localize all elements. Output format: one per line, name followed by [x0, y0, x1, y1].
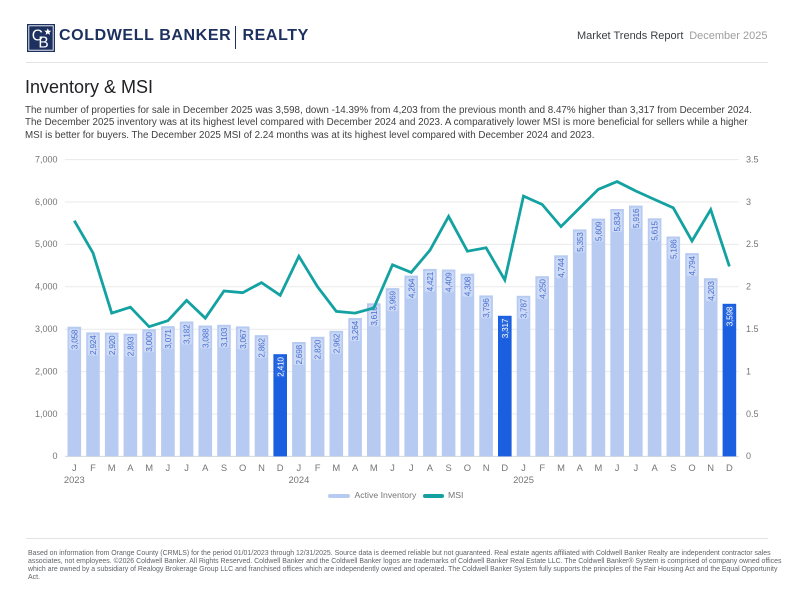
- svg-text:J: J: [390, 462, 395, 473]
- svg-text:3,103: 3,103: [220, 327, 229, 347]
- svg-text:2,924: 2,924: [89, 335, 98, 355]
- svg-text:3,067: 3,067: [239, 329, 248, 349]
- svg-text:3,088: 3,088: [201, 328, 210, 348]
- svg-text:A: A: [352, 462, 359, 473]
- svg-text:2,920: 2,920: [108, 335, 117, 355]
- svg-text:3,598: 3,598: [726, 306, 735, 326]
- svg-text:M: M: [145, 462, 153, 473]
- svg-text:J: J: [297, 462, 302, 473]
- svg-text:N: N: [707, 462, 714, 473]
- svg-text:A: A: [427, 462, 434, 473]
- svg-text:3,182: 3,182: [183, 324, 192, 344]
- svg-text:3,000: 3,000: [35, 324, 58, 334]
- svg-text:J: J: [521, 462, 526, 473]
- svg-text:J: J: [184, 462, 189, 473]
- svg-text:J: J: [409, 462, 414, 473]
- svg-text:4,000: 4,000: [35, 282, 58, 292]
- svg-text:M: M: [370, 462, 378, 473]
- svg-text:5,916: 5,916: [632, 208, 641, 228]
- svg-text:S: S: [221, 462, 227, 473]
- svg-text:2,000: 2,000: [35, 366, 58, 376]
- svg-text:J: J: [615, 462, 620, 473]
- svg-text:M: M: [108, 462, 116, 473]
- svg-text:J: J: [166, 462, 171, 473]
- svg-text:F: F: [90, 462, 96, 473]
- svg-text:3,317: 3,317: [501, 318, 510, 338]
- svg-text:2023: 2023: [64, 474, 85, 485]
- svg-text:F: F: [315, 462, 321, 473]
- svg-text:5,000: 5,000: [35, 239, 58, 249]
- svg-text:4,308: 4,308: [464, 276, 473, 296]
- svg-text:2025: 2025: [513, 474, 534, 485]
- svg-text:D: D: [726, 462, 733, 473]
- svg-text:3,071: 3,071: [164, 329, 173, 349]
- svg-text:4,203: 4,203: [707, 281, 716, 301]
- svg-text:O: O: [688, 462, 695, 473]
- svg-text:3,796: 3,796: [482, 298, 491, 318]
- svg-text:3,058: 3,058: [70, 329, 79, 349]
- svg-text:2,862: 2,862: [258, 337, 267, 357]
- svg-text:D: D: [501, 462, 508, 473]
- svg-text:A: A: [127, 462, 134, 473]
- svg-text:2024: 2024: [288, 474, 309, 485]
- svg-text:O: O: [464, 462, 471, 473]
- svg-text:4,794: 4,794: [688, 255, 697, 275]
- svg-text:2,893: 2,893: [127, 336, 136, 356]
- svg-text:A: A: [651, 462, 658, 473]
- svg-text:N: N: [483, 462, 490, 473]
- svg-text:5,609: 5,609: [595, 221, 604, 241]
- svg-text:C: C: [32, 28, 43, 45]
- svg-text:J: J: [633, 462, 638, 473]
- svg-text:S: S: [670, 462, 676, 473]
- svg-text:5,834: 5,834: [613, 211, 622, 231]
- svg-text:1: 1: [746, 366, 751, 376]
- svg-text:0: 0: [52, 451, 57, 461]
- svg-text:A: A: [577, 462, 584, 473]
- svg-text:2,820: 2,820: [314, 339, 323, 359]
- svg-text:1,000: 1,000: [35, 409, 58, 419]
- svg-text:3,610: 3,610: [370, 306, 379, 326]
- svg-text:B: B: [38, 34, 48, 51]
- svg-text:4,744: 4,744: [557, 258, 566, 278]
- svg-text:F: F: [539, 462, 545, 473]
- svg-text:3,787: 3,787: [520, 298, 529, 318]
- svg-text:O: O: [239, 462, 246, 473]
- svg-text:M: M: [557, 462, 565, 473]
- svg-text:2.5: 2.5: [746, 239, 759, 249]
- svg-text:3,000: 3,000: [145, 332, 154, 352]
- svg-text:0: 0: [746, 451, 751, 461]
- svg-text:5,615: 5,615: [651, 221, 660, 241]
- svg-text:5,186: 5,186: [669, 239, 678, 259]
- svg-text:1.5: 1.5: [746, 324, 759, 334]
- svg-text:M: M: [332, 462, 340, 473]
- svg-text:0.5: 0.5: [746, 409, 759, 419]
- svg-text:M: M: [594, 462, 602, 473]
- svg-text:S: S: [445, 462, 451, 473]
- svg-text:2,698: 2,698: [295, 344, 304, 364]
- svg-text:6,000: 6,000: [35, 197, 58, 207]
- svg-text:2: 2: [746, 282, 751, 292]
- svg-text:3: 3: [746, 197, 751, 207]
- svg-text:N: N: [258, 462, 265, 473]
- svg-text:A: A: [202, 462, 209, 473]
- svg-text:3,264: 3,264: [351, 320, 360, 340]
- svg-text:4,250: 4,250: [538, 279, 547, 299]
- svg-text:2,410: 2,410: [276, 357, 285, 377]
- svg-text:4,264: 4,264: [407, 278, 416, 298]
- svg-text:4,421: 4,421: [426, 271, 435, 291]
- svg-text:J: J: [72, 462, 77, 473]
- svg-text:2,962: 2,962: [332, 333, 341, 353]
- svg-text:3,969: 3,969: [389, 290, 398, 310]
- svg-text:D: D: [277, 462, 284, 473]
- svg-text:7,000: 7,000: [35, 154, 58, 164]
- svg-text:3.5: 3.5: [746, 154, 759, 164]
- svg-text:4,409: 4,409: [445, 272, 454, 292]
- svg-text:5,353: 5,353: [576, 232, 585, 252]
